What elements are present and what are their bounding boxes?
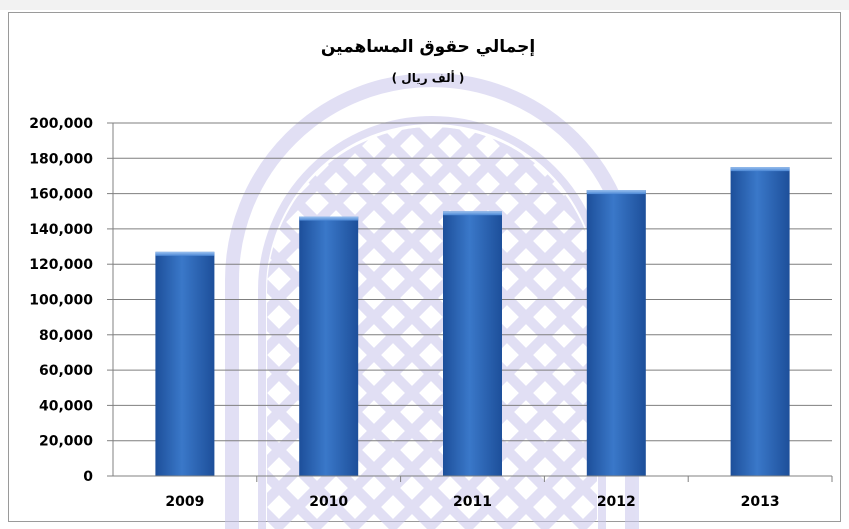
y-tick-label: 20,000 — [39, 434, 93, 450]
bar — [586, 190, 646, 476]
x-tick-label: 2011 — [453, 494, 492, 510]
watermark-lattice — [267, 127, 597, 529]
y-tick-label: 100,000 — [29, 293, 93, 309]
bar — [299, 216, 359, 477]
watermark-logo — [225, 73, 639, 529]
y-tick-label: 140,000 — [29, 222, 93, 238]
bar-cap — [299, 216, 359, 221]
x-tick-label: 2009 — [165, 494, 204, 510]
bars — [155, 167, 790, 477]
chart-title: إجمالي حقوق المساهمين — [321, 37, 535, 57]
bar-cap — [443, 211, 502, 216]
y-tick-label: 0 — [83, 469, 93, 485]
y-tick-label: 120,000 — [29, 257, 93, 273]
x-tick-label: 2013 — [741, 494, 780, 510]
y-tick-label: 180,000 — [29, 151, 93, 167]
axes — [107, 122, 833, 482]
bar-body — [443, 211, 502, 476]
x-tick-label: 2012 — [597, 494, 636, 510]
x-tick-labels: 2009 2010 2011 2012 2013 — [165, 494, 779, 510]
bar-body — [155, 251, 215, 476]
y-tick-label: 80,000 — [39, 328, 93, 344]
bar — [443, 211, 502, 476]
window-top-strip — [0, 0, 849, 10]
bar-cap — [586, 190, 646, 195]
bar-body — [586, 190, 646, 476]
bar — [155, 251, 215, 476]
y-tick-label: 60,000 — [39, 363, 93, 379]
x-tick-label: 2010 — [309, 494, 348, 510]
y-tick-label: 200,000 — [29, 116, 93, 132]
chart-subtitle: ( ألف ريال ) — [392, 70, 465, 85]
bar-body — [299, 216, 359, 477]
bar — [730, 167, 790, 476]
y-tick-label: 160,000 — [29, 187, 93, 203]
y-tick-labels: 0 20,000 40,000 60,000 80,000 100,000 120,000 1… — [29, 116, 93, 485]
y-tick-label: 40,000 — [39, 398, 93, 414]
bar-body — [730, 167, 790, 476]
watermark-inner-arch — [258, 116, 606, 529]
bar-cap — [730, 167, 790, 172]
bar-cap — [155, 251, 215, 256]
